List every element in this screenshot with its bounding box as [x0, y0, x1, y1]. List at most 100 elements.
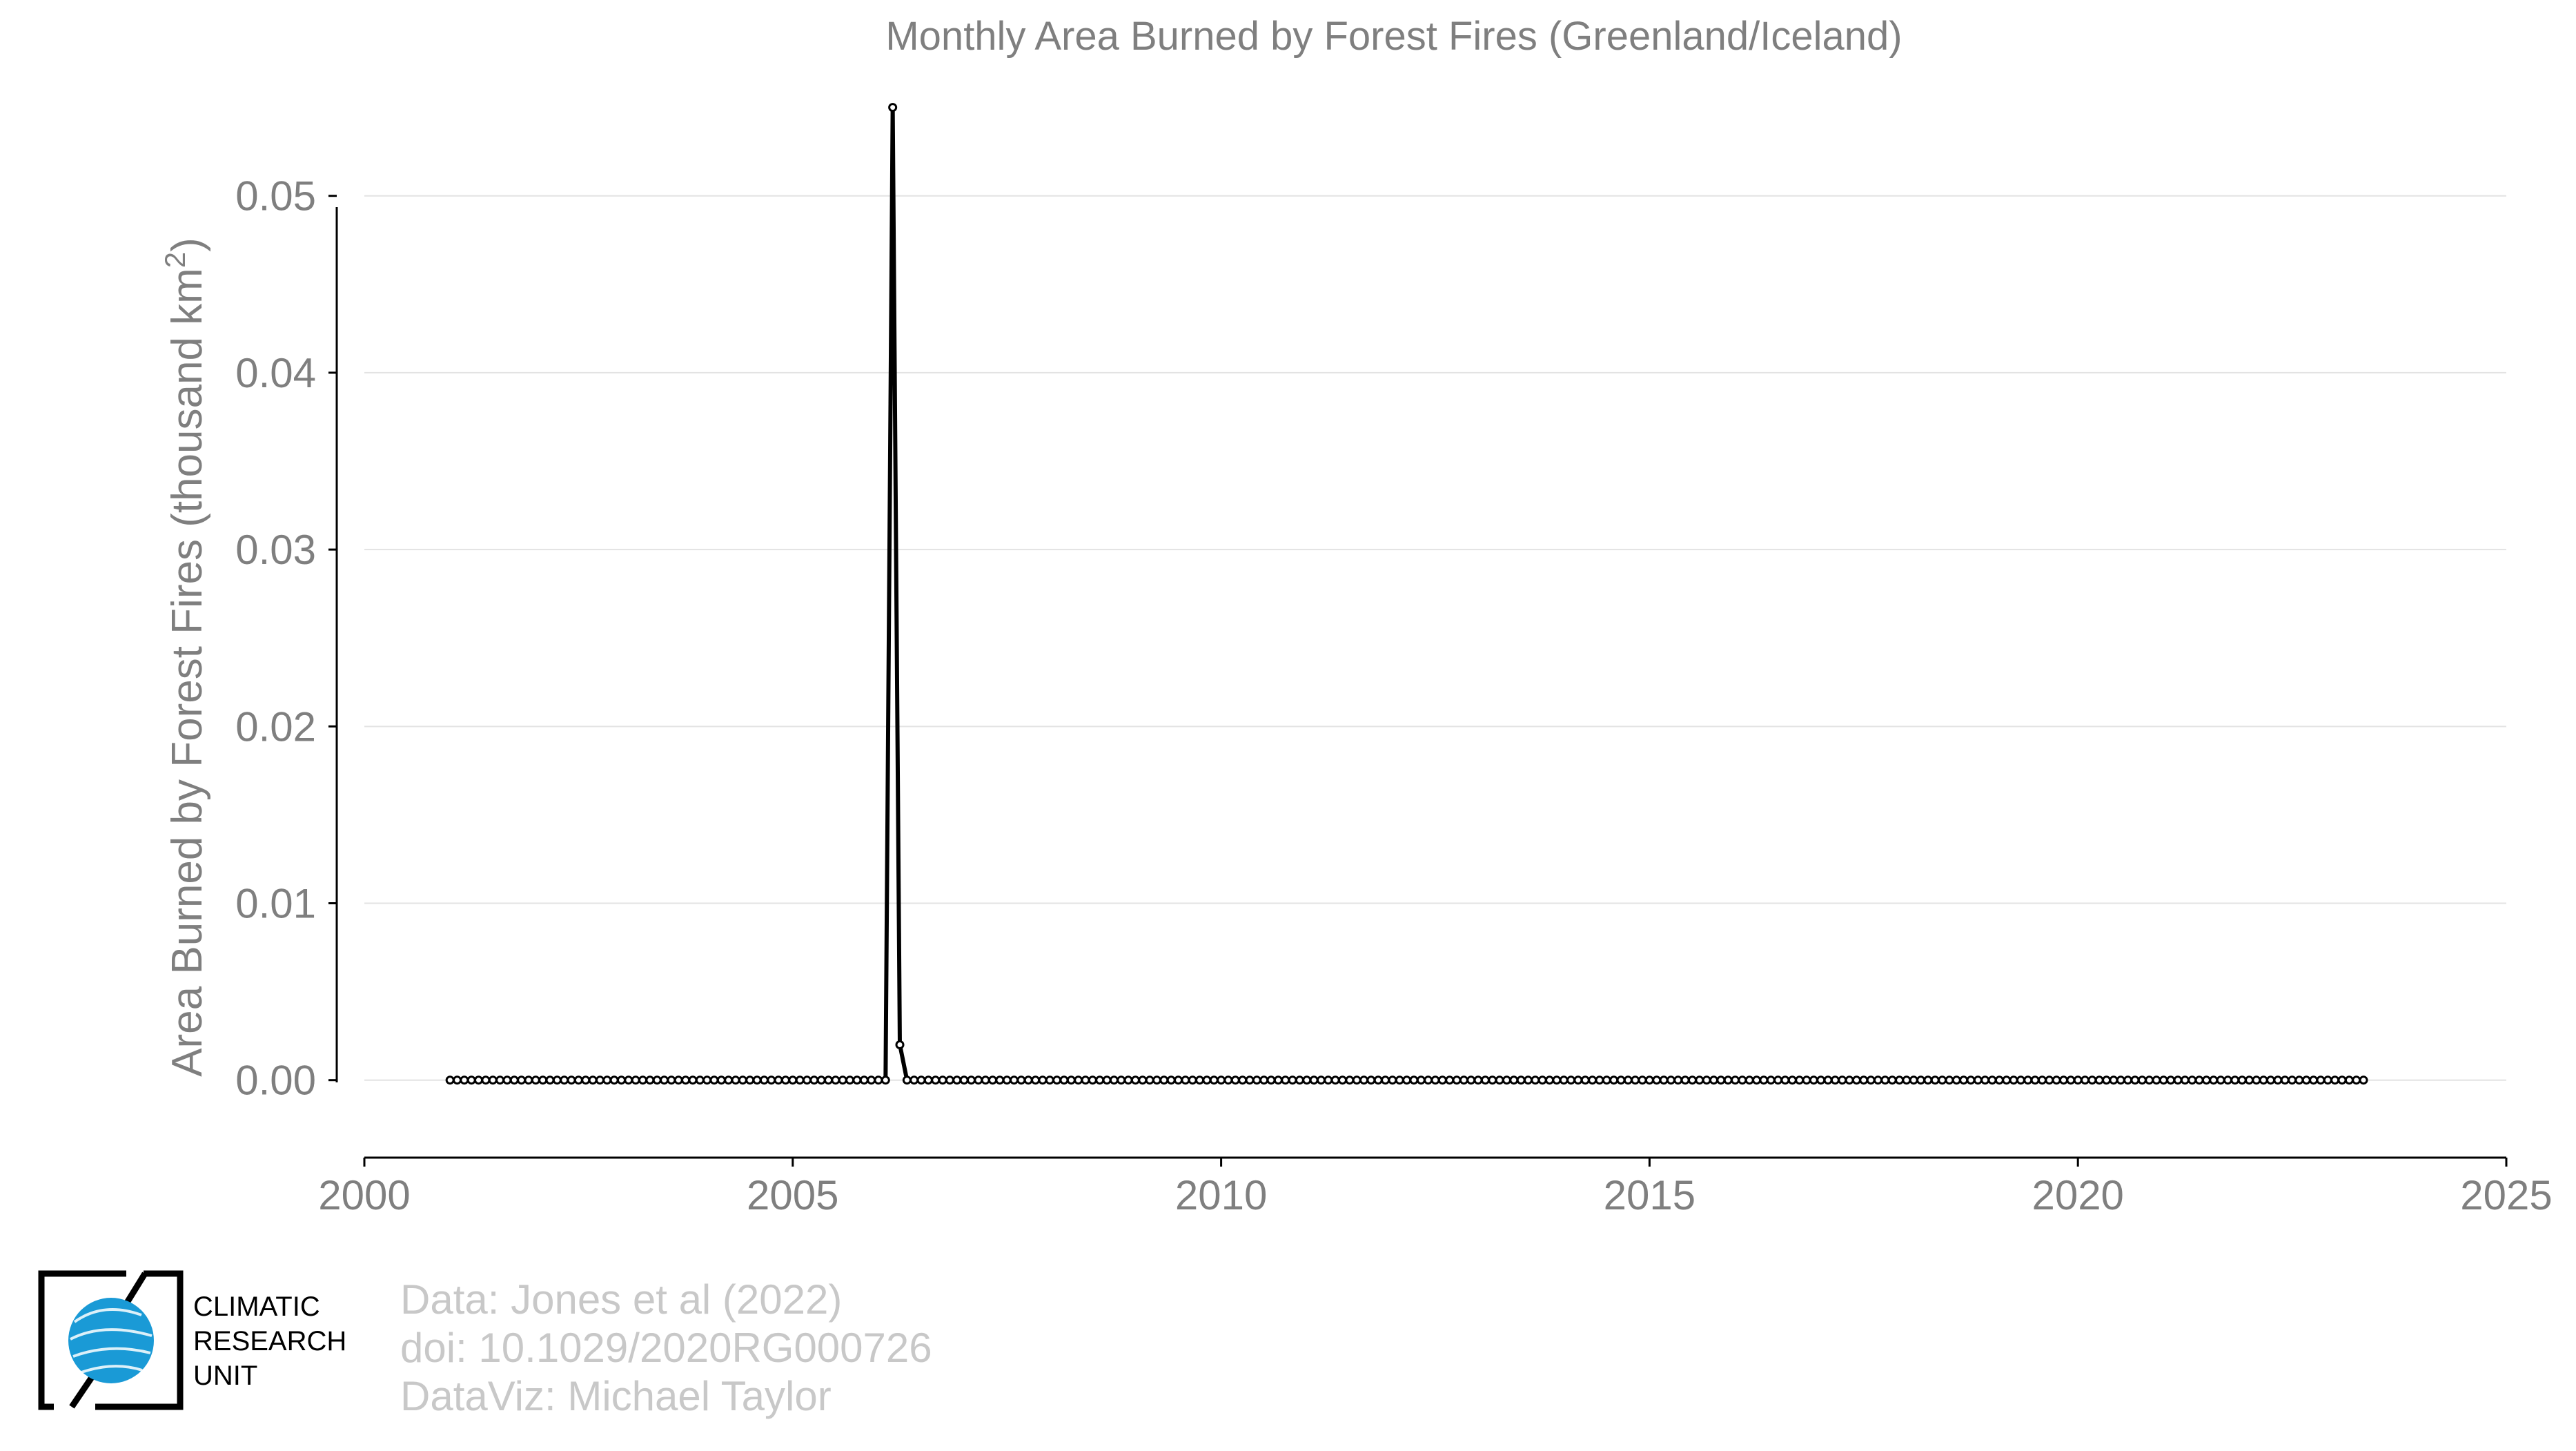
- data-point: [731, 1075, 740, 1085]
- data-point: [1716, 1075, 1726, 1085]
- data-point: [1795, 1075, 1805, 1085]
- data-point: [824, 1075, 834, 1085]
- data-point: [2266, 1075, 2276, 1085]
- data-point: [1330, 1075, 1340, 1085]
- data-point: [724, 1075, 734, 1085]
- data-point: [1909, 1075, 1918, 1085]
- data-point: [1102, 1075, 1112, 1085]
- data-point: [552, 1075, 562, 1085]
- data-point: [524, 1075, 533, 1085]
- data-point: [1138, 1075, 1148, 1085]
- series-area-burned: [445, 103, 2368, 1085]
- logo-line-2: RESEARCH: [193, 1326, 346, 1356]
- data-point: [1195, 1075, 1205, 1085]
- data-point: [645, 1075, 655, 1085]
- globe-icon: [68, 1298, 154, 1383]
- data-point: [2209, 1075, 2219, 1085]
- data-point: [1938, 1075, 1947, 1085]
- data-point: [681, 1075, 691, 1085]
- data-point: [1230, 1075, 1240, 1085]
- data-point: [1845, 1075, 1854, 1085]
- data-point: [2316, 1075, 2326, 1085]
- data-point: [1238, 1075, 1248, 1085]
- data-point: [545, 1075, 555, 1085]
- data-point: [1816, 1075, 1826, 1085]
- data-point: [1566, 1075, 1576, 1085]
- data-point: [2187, 1075, 2197, 1085]
- data-point: [1930, 1075, 1940, 1085]
- data-point: [1117, 1075, 1126, 1085]
- data-point: [1652, 1075, 1662, 1085]
- data-point: [538, 1075, 548, 1085]
- data-point: [1031, 1075, 1041, 1085]
- data-point: [1680, 1075, 1690, 1085]
- data-point: [959, 1075, 969, 1085]
- data-point: [1509, 1075, 1519, 1085]
- data-point: [1502, 1075, 1511, 1085]
- data-point: [1352, 1075, 1361, 1085]
- logo-frame: [38, 1270, 184, 1410]
- data-point: [1609, 1075, 1619, 1085]
- logo-line-3: UNIT: [193, 1361, 257, 1391]
- data-point: [952, 1075, 962, 1085]
- data-point: [2301, 1075, 2311, 1085]
- data-point: [916, 1075, 926, 1085]
- data-point: [702, 1075, 712, 1085]
- data-point: [2323, 1075, 2332, 1085]
- data-point: [2294, 1075, 2304, 1085]
- data-point: [767, 1075, 776, 1085]
- y-ticks: 0.00 0.01 0.02 0.03 0.04 0.05: [235, 173, 337, 1104]
- data-point: [1595, 1075, 1604, 1085]
- data-point: [1787, 1075, 1797, 1085]
- data-point: [1281, 1075, 1290, 1085]
- x-tick-label: 2005: [747, 1172, 838, 1218]
- data-point: [1109, 1075, 1119, 1085]
- credit-dataviz: DataViz: Michael Taylor: [400, 1373, 832, 1419]
- data-point: [1402, 1075, 1412, 1085]
- data-point: [1217, 1075, 1226, 1085]
- data-point: [460, 1075, 469, 1085]
- data-point: [2166, 1075, 2176, 1085]
- data-point: [1409, 1075, 1419, 1085]
- data-point: [1666, 1075, 1675, 1085]
- data-point: [1466, 1075, 1476, 1085]
- data-point: [2344, 1075, 2354, 1085]
- data-point: [652, 1075, 662, 1085]
- data-point: [1709, 1075, 1719, 1085]
- data-point: [495, 1075, 505, 1085]
- x-tick-label: 2015: [1604, 1172, 1695, 1218]
- data-point: [595, 1075, 604, 1085]
- data-point: [1152, 1075, 1161, 1085]
- data-point: [1880, 1075, 1890, 1085]
- data-point: [624, 1075, 633, 1085]
- data-point: [1388, 1075, 1397, 1085]
- y-tick-label: 0.00: [235, 1058, 316, 1104]
- data-point: [573, 1075, 583, 1085]
- data-point: [2201, 1075, 2211, 1085]
- data-point: [1002, 1075, 1012, 1085]
- data-point: [1174, 1075, 1183, 1085]
- data-point: [2273, 1075, 2283, 1085]
- data-point: [2309, 1075, 2319, 1085]
- data-point: [1644, 1075, 1654, 1085]
- data-point: [2066, 1075, 2076, 1085]
- data-point: [1452, 1075, 1462, 1085]
- y-axis-label: Area Burned by Forest Fires (thousand km…: [159, 237, 211, 1077]
- data-point: [1316, 1075, 1326, 1085]
- data-point: [738, 1075, 747, 1085]
- globe-swirl-icon: [70, 1308, 153, 1374]
- data-point: [974, 1075, 983, 1085]
- data-point: [688, 1075, 698, 1085]
- data-point: [1309, 1075, 1319, 1085]
- data-point: [674, 1075, 683, 1085]
- data-point: [2288, 1075, 2297, 1085]
- data-point: [2016, 1075, 2025, 1085]
- data-point: [616, 1075, 626, 1085]
- data-point: [966, 1075, 976, 1085]
- series-line: [450, 105, 2364, 1082]
- data-point: [502, 1075, 512, 1085]
- data-point: [1951, 1075, 1961, 1085]
- data-point: [1744, 1075, 1754, 1085]
- data-point: [1359, 1075, 1369, 1085]
- x-tick-label: 2010: [1175, 1172, 1267, 1218]
